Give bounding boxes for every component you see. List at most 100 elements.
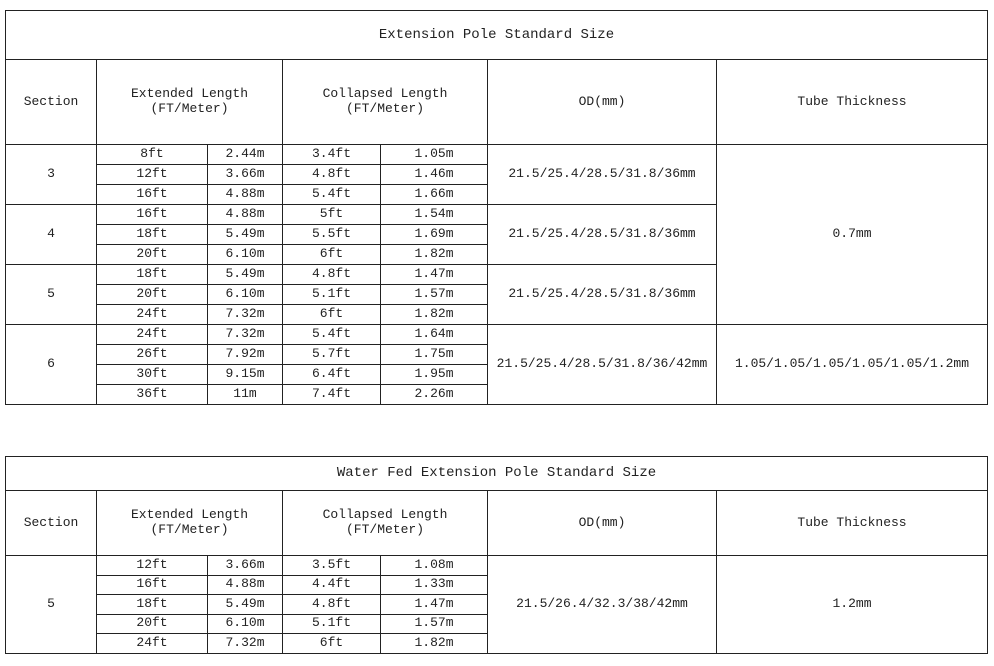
extended-ft-cell: 12ft	[96, 555, 208, 576]
extended-m-cell: 2.44m	[207, 144, 283, 165]
collapsed-ft-cell: 6ft	[282, 304, 381, 325]
collapsed-m-cell: 1.54m	[380, 204, 488, 225]
extended-m-cell: 6.10m	[207, 244, 283, 265]
extended-ft-cell: 24ft	[96, 633, 208, 654]
header-collapsed-length: Collapsed Length (FT/Meter)	[282, 59, 488, 145]
table-row: 20ft 6.10m 6ft 1.82m	[6, 244, 988, 265]
header-od: OD(mm)	[487, 59, 717, 145]
collapsed-m-cell: 1.82m	[380, 244, 488, 265]
section-cell: 3	[5, 144, 97, 205]
extended-m-cell: 6.10m	[207, 284, 283, 305]
collapsed-ft-cell: 4.8ft	[282, 594, 381, 615]
extended-ft-cell: 18ft	[96, 224, 208, 245]
collapsed-ft-cell: 5ft	[282, 204, 381, 225]
extended-ft-cell: 16ft	[96, 184, 208, 205]
od-cell: 21.5/25.4/28.5/31.8/36mm	[487, 264, 717, 325]
extended-ft-cell: 18ft	[96, 264, 208, 285]
table-row: 18ft 5.49m 4.8ft 1.47m	[6, 594, 988, 615]
extended-ft-cell: 24ft	[96, 304, 208, 325]
od-cell: 21.5/25.4/28.5/31.8/36mm	[487, 144, 717, 205]
extended-m-cell: 5.49m	[207, 224, 283, 245]
collapsed-m-cell: 1.46m	[380, 164, 488, 185]
extended-ft-cell: 16ft	[96, 204, 208, 225]
extension-pole-table: Extension Pole Standard Size Section Exten…	[5, 10, 988, 405]
table-row: 24ft 7.32m 6ft 1.82m	[6, 633, 988, 654]
header-section: Section	[5, 490, 97, 556]
collapsed-ft-cell: 4.8ft	[282, 164, 381, 185]
collapsed-m-cell: 1.82m	[380, 304, 488, 325]
header-extended-length: Extended Length (FT/Meter)	[96, 59, 283, 145]
od-cell: 21.5/25.4/28.5/31.8/36mm	[487, 204, 717, 265]
header-od: OD(mm)	[487, 490, 717, 556]
extended-m-cell: 3.66m	[207, 164, 283, 185]
section-cell: 5	[5, 555, 97, 654]
collapsed-m-cell: 1.57m	[380, 613, 488, 634]
extended-ft-cell: 24ft	[96, 324, 208, 345]
table-row: 26ft 7.92m 5.7ft 1.75m	[6, 344, 988, 365]
extended-m-cell: 4.88m	[207, 184, 283, 205]
extended-m-cell: 6.10m	[207, 613, 283, 634]
collapsed-m-cell: 1.33m	[380, 574, 488, 595]
collapsed-ft-cell: 4.4ft	[282, 574, 381, 595]
extended-ft-cell: 26ft	[96, 344, 208, 365]
extended-m-cell: 11m	[207, 384, 283, 405]
extended-m-cell: 7.32m	[207, 633, 283, 654]
extended-ft-cell: 18ft	[96, 594, 208, 615]
collapsed-ft-cell: 6ft	[282, 633, 381, 654]
collapsed-ft-cell: 5.4ft	[282, 324, 381, 345]
table-title: Extension Pole Standard Size	[5, 10, 988, 60]
collapsed-ft-cell: 6.4ft	[282, 364, 381, 385]
header-tube-thickness: Tube Thickness	[715, 490, 989, 556]
extended-m-cell: 4.88m	[207, 204, 283, 225]
table-row: 36ft 11m 7.4ft 2.26m	[6, 384, 988, 405]
collapsed-m-cell: 2.26m	[380, 384, 488, 405]
section-cell: 6	[5, 324, 97, 405]
header-extended-length: Extended Length (FT/Meter)	[96, 490, 283, 556]
collapsed-ft-cell: 5.7ft	[282, 344, 381, 365]
extended-ft-cell: 8ft	[96, 144, 208, 165]
table-row: 16ft 4.88m 4.4ft 1.33m	[6, 574, 988, 595]
table-row: 5 18ft 5.49m 4.8ft 1.47m 21.5/25.4/28.5/31.8/…	[5, 264, 988, 325]
extended-m-cell: 5.49m	[207, 594, 283, 615]
collapsed-m-cell: 1.05m	[380, 144, 488, 165]
collapsed-m-cell: 1.57m	[380, 284, 488, 305]
header-tube-thickness: Tube Thickness	[716, 59, 988, 145]
extended-ft-cell: 20ft	[96, 244, 208, 265]
section-cell: 4	[5, 204, 97, 265]
header-section: Section	[5, 59, 97, 145]
collapsed-ft-cell: 5.1ft	[282, 284, 381, 305]
table-title: Water Fed Extension Pole Standard Size	[4, 456, 989, 491]
collapsed-m-cell: 1.82m	[380, 633, 488, 654]
header-collapsed-length: Collapsed Length (FT/Meter)	[282, 490, 488, 556]
collapsed-ft-cell: 3.5ft	[282, 555, 381, 576]
table-row: 24ft 7.32m 6ft 1.82m	[6, 304, 988, 325]
extended-ft-cell: 30ft	[96, 364, 208, 385]
table-row: 6 24ft 7.32m 5.4ft 1.64m 21.5/25.4/28.5/31.8/…	[5, 324, 988, 405]
extended-m-cell: 4.88m	[207, 574, 283, 595]
extended-ft-cell: 12ft	[96, 164, 208, 185]
table-row: 20ft 6.10m 5.1ft 1.57m	[6, 613, 988, 634]
collapsed-m-cell: 1.95m	[380, 364, 488, 385]
table-row: 5 12ft 3.66m 3.5ft 1.08m 21.5/26.4/32.3/38/42…	[5, 555, 989, 654]
extended-m-cell: 3.66m	[207, 555, 283, 576]
water-fed-pole-table: Water Fed Extension Pole Standard Size Se…	[4, 456, 989, 654]
collapsed-m-cell: 1.47m	[380, 264, 488, 285]
extended-m-cell: 7.32m	[207, 304, 283, 325]
collapsed-ft-cell: 4.8ft	[282, 264, 381, 285]
table-row: 3 8ft 2.44m 3.4ft 1.05m 21.5/25.4/28.5/31.8/3…	[5, 144, 988, 325]
tube-thickness-cell: 1.2mm	[715, 555, 989, 654]
extended-m-cell: 9.15m	[207, 364, 283, 385]
extended-m-cell: 5.49m	[207, 264, 283, 285]
collapsed-ft-cell: 5.1ft	[282, 613, 381, 634]
tube-thickness-cell: 1.05/1.05/1.05/1.05/1.05/1.2mm	[716, 324, 988, 405]
collapsed-m-cell: 1.08m	[380, 555, 488, 576]
od-cell: 21.5/25.4/28.5/31.8/36/42mm	[487, 324, 717, 405]
collapsed-ft-cell: 6ft	[282, 244, 381, 265]
extended-ft-cell: 20ft	[96, 284, 208, 305]
collapsed-m-cell: 1.69m	[380, 224, 488, 245]
collapsed-m-cell: 1.75m	[380, 344, 488, 365]
collapsed-ft-cell: 5.4ft	[282, 184, 381, 205]
collapsed-ft-cell: 7.4ft	[282, 384, 381, 405]
extended-ft-cell: 20ft	[96, 613, 208, 634]
collapsed-m-cell: 1.66m	[380, 184, 488, 205]
